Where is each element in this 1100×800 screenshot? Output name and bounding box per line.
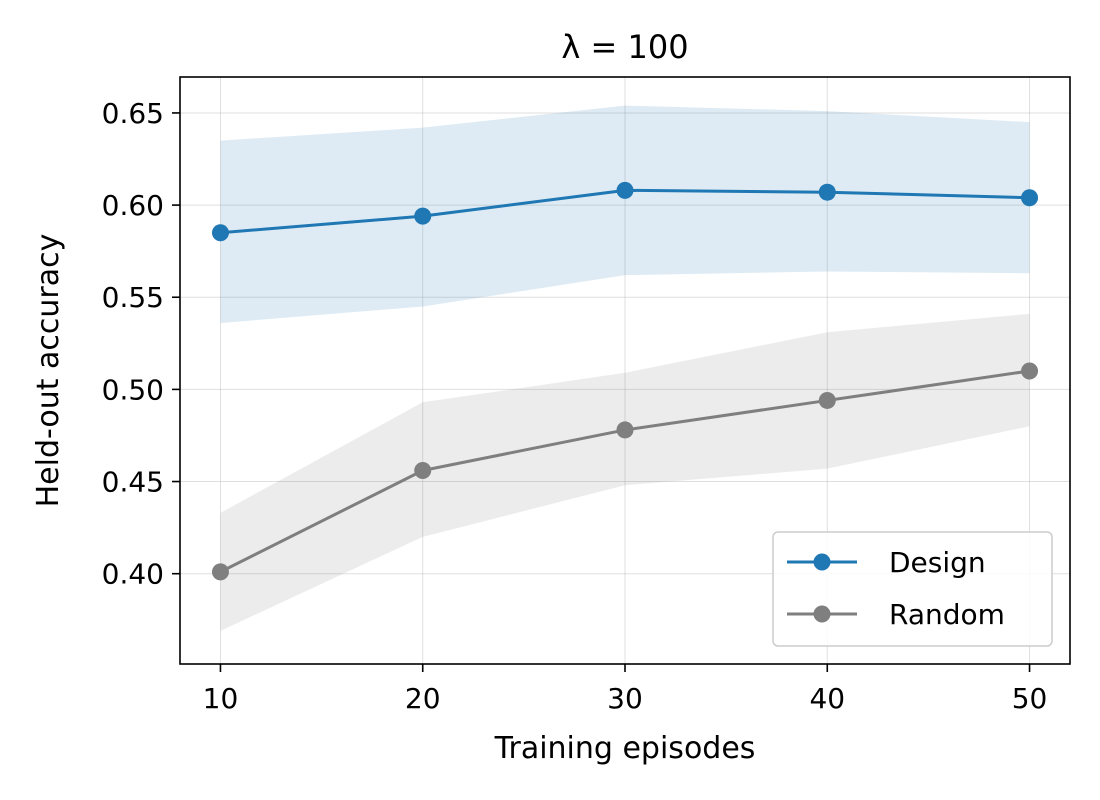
design-confidence-band xyxy=(220,105,1030,324)
x-tick-label: 40 xyxy=(809,682,845,715)
y-tick-label: 0.40 xyxy=(102,558,164,591)
chart-title: λ = 100 xyxy=(561,28,688,66)
grid-lines xyxy=(180,77,1070,664)
x-tick-label: 50 xyxy=(1012,682,1048,715)
y-tick-label: 0.50 xyxy=(102,373,164,406)
random-data-point xyxy=(1021,362,1039,380)
random-data-point xyxy=(616,421,634,439)
design-legend-marker xyxy=(813,553,831,571)
y-tick-label: 0.55 xyxy=(102,281,164,314)
random-data-point xyxy=(414,461,432,479)
x-tick-label: 10 xyxy=(203,682,239,715)
random-data-point xyxy=(818,391,836,409)
series-markers xyxy=(211,181,1039,581)
x-tick-label: 20 xyxy=(405,682,441,715)
design-data-point xyxy=(414,207,432,225)
legend: Design Random xyxy=(772,531,1053,647)
random-data-point xyxy=(211,563,229,581)
random-legend-label: Random xyxy=(889,598,1005,631)
design-data-point xyxy=(211,224,229,242)
y-axis-label: Held-out accuracy xyxy=(31,234,66,508)
x-tick-label: 30 xyxy=(607,682,643,715)
design-data-point xyxy=(1021,189,1039,207)
design-data-point xyxy=(616,181,634,199)
random-legend-marker xyxy=(813,605,831,623)
design-data-point xyxy=(818,183,836,201)
axis-ticks: 10 20 30 40 50 0.40 0.45 0.50 0.55 0.60 0.65 xyxy=(102,97,1048,715)
y-tick-label: 0.60 xyxy=(102,189,164,222)
x-axis-label: Training episodes xyxy=(494,731,756,766)
y-tick-label: 0.45 xyxy=(102,466,164,499)
design-legend-label: Design xyxy=(889,546,986,579)
y-tick-label: 0.65 xyxy=(102,97,164,130)
